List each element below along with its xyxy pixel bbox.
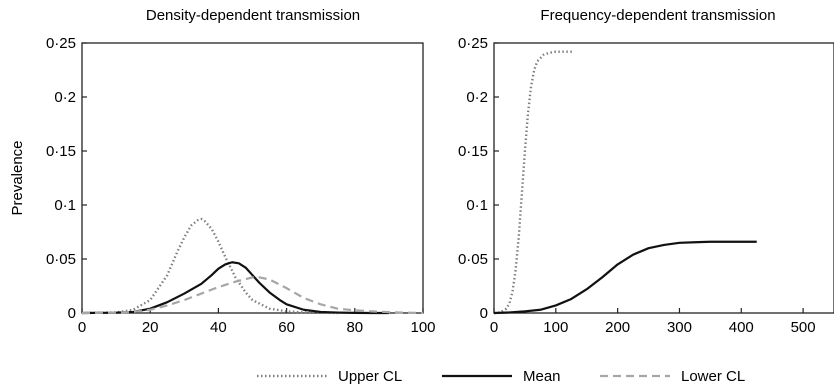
x-tick-label: 200 <box>605 319 630 336</box>
series-lines <box>81 217 424 315</box>
x-tick-label: 40 <box>210 319 227 336</box>
plot-frame <box>81 42 424 314</box>
series-line-lower-cl <box>81 276 424 315</box>
x-tick-label: 0 <box>78 319 86 336</box>
x-tick-label: 100 <box>410 319 435 336</box>
plot-frame <box>493 42 834 314</box>
y-tick-label: 0·1 <box>54 197 76 214</box>
x-tick-label: 0 <box>490 319 498 336</box>
x-tick-label: 300 <box>667 319 692 336</box>
panel-density-dependent: Density-dependent transmission Prevalenc… <box>9 7 436 336</box>
legend-item-mean: Mean <box>442 368 561 385</box>
y-tick-label: 0·2 <box>466 89 488 106</box>
series-line-upper-cl <box>493 50 575 315</box>
y-tick-label: 0·25 <box>46 35 76 52</box>
chart-title: Density-dependent transmission <box>146 7 360 24</box>
y-tick-label: 0 <box>68 305 76 322</box>
series-line-mean <box>493 240 757 315</box>
y-tick-label: 0·15 <box>46 143 76 160</box>
y-tick-label: 0·15 <box>458 143 488 160</box>
x-tick-label: 80 <box>346 319 363 336</box>
series-line-upper-cl <box>81 217 338 315</box>
y-axis-ticks: 0 0·05 0·1 0·15 0·2 0·25 <box>458 35 499 322</box>
legend: Upper CL Mean Lower CL <box>257 368 745 385</box>
y-tick-label: 0·05 <box>46 251 76 268</box>
legend-label-upper-cl: Upper CL <box>338 368 402 385</box>
y-axis-label: Prevalence <box>9 140 26 215</box>
chart-title: Frequency-dependent transmission <box>540 7 775 24</box>
series-lines <box>493 50 757 315</box>
y-tick-label: 0·05 <box>458 251 488 268</box>
panel-frequency-dependent: Frequency-dependent transmission 0 100 200… <box>458 7 834 336</box>
y-tick-label: 0·2 <box>54 89 76 106</box>
x-tick-label: 100 <box>543 319 568 336</box>
x-tick-label: 500 <box>791 319 816 336</box>
legend-item-lower-cl: Lower CL <box>600 368 745 385</box>
x-axis-ticks: 0 100 200 300 400 500 <box>490 308 816 336</box>
series-line-mean <box>81 261 389 315</box>
x-axis-ticks: 0 20 40 60 80 100 <box>78 308 436 336</box>
y-axis-ticks: 0 0·05 0·1 0·15 0·2 0·25 <box>46 35 87 322</box>
y-tick-label: 0·25 <box>458 35 488 52</box>
y-tick-label: 0·1 <box>466 197 488 214</box>
x-tick-label: 400 <box>729 319 754 336</box>
y-tick-label: 0 <box>480 305 488 322</box>
x-tick-label: 20 <box>142 319 159 336</box>
legend-label-mean: Mean <box>523 368 561 385</box>
legend-label-lower-cl: Lower CL <box>681 368 745 385</box>
x-tick-label: 60 <box>278 319 295 336</box>
legend-item-upper-cl: Upper CL <box>257 368 402 385</box>
